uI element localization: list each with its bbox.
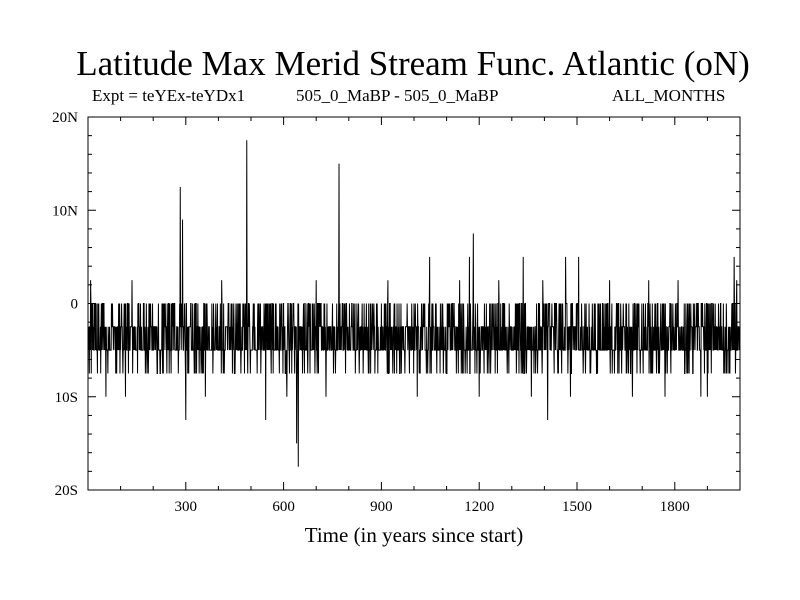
x-tick-label-1200: 1200	[464, 499, 494, 515]
x-tick-label-900: 900	[370, 499, 393, 515]
x-axis-label: Time (in years since start)	[304, 523, 524, 547]
y-tick-label-10: 10N	[52, 203, 78, 219]
series-line-max-stream-latitude	[87, 140, 741, 467]
x-tick-label-1800: 1800	[660, 499, 690, 515]
chart-subtitle-period: 505_0_MaBP - 505_0_MaBP	[296, 86, 499, 105]
y-tick-label--10: 10S	[55, 390, 78, 406]
x-tick-label-600: 600	[272, 499, 295, 515]
series-layer	[87, 140, 741, 467]
ticks-layer: 300 600 900 1200 1500 1800 20S 10S 0 10N 20N	[52, 110, 740, 515]
y-tick-label-20: 20N	[52, 110, 78, 126]
x-tick-label-300: 300	[175, 499, 198, 515]
x-tick-label-1500: 1500	[562, 499, 592, 515]
plot-frame	[87, 116, 741, 491]
y-tick-label-0: 0	[71, 297, 79, 313]
y-tick-label--20: 20S	[55, 483, 78, 499]
chart-subtitle-experiment: Expt = teYEx-teYDx1	[92, 86, 246, 105]
chart-subtitle-months: ALL_MONTHS	[612, 86, 726, 105]
chart-title: Latitude Max Merid Stream Func. Atlantic…	[76, 44, 750, 83]
